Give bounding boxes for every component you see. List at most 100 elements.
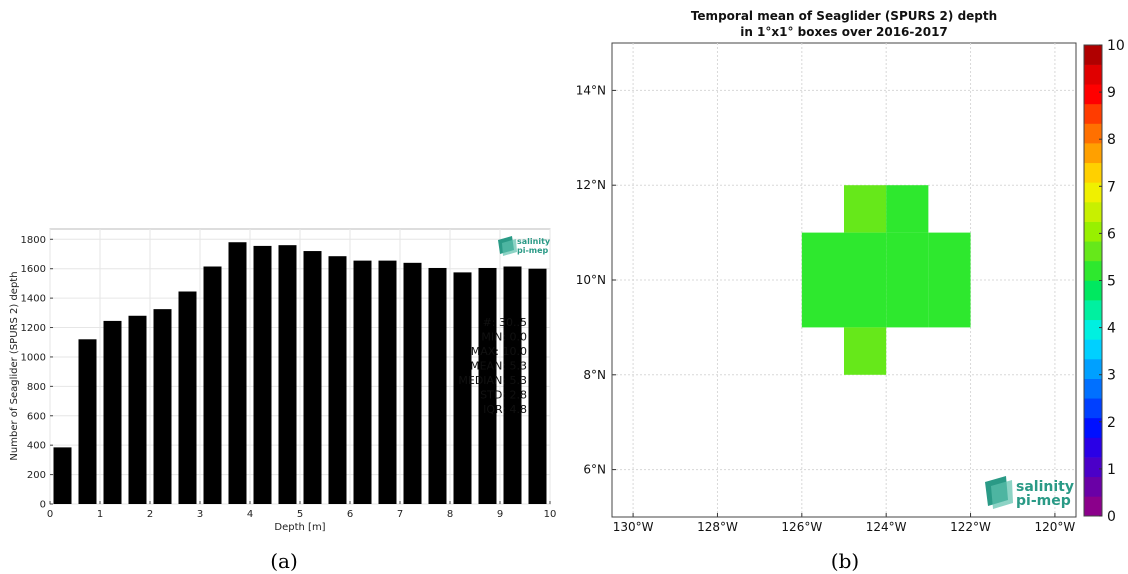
panel-b-colorbar-segment <box>1084 457 1102 478</box>
panel-a-bar <box>103 320 122 504</box>
panel-a-stats-line: IQR: 4.8 <box>483 403 527 416</box>
panel-b-cell <box>928 232 971 280</box>
panel-b-subtitle: in 1°x1° boxes over 2016-2017 <box>740 25 948 39</box>
panel-a-y-tick-label: 1000 <box>21 352 46 363</box>
panel-a-y-tick-label: 1200 <box>21 323 46 334</box>
caption-b: (b) <box>831 549 859 573</box>
panel-b-map: Temporal mean of Seaglider (SPURS 2) dep… <box>576 9 1125 534</box>
panel-a-x-tick-label: 0 <box>47 509 53 520</box>
panel-b-cells <box>801 185 971 375</box>
panel-b-colorbar-segment <box>1084 143 1102 164</box>
panel-b-colorbar-segment <box>1084 300 1102 321</box>
panel-a-y-tick-label: 1800 <box>21 235 46 246</box>
panel-b-colorbar-segment <box>1084 103 1102 124</box>
panel-b-logo-text-1: salinity <box>1016 479 1074 495</box>
panel-b-cell <box>886 232 929 280</box>
panel-b-title: Temporal mean of Seaglider (SPURS 2) dep… <box>691 9 997 23</box>
panel-a-logo: salinity pi-mep <box>498 236 551 256</box>
panel-b-x-tick-label: 120°W <box>1035 520 1076 534</box>
panel-b-cell <box>801 280 844 328</box>
panel-b-x-tick-label: 130°W <box>613 520 654 534</box>
panel-a-logo-text-1: salinity <box>517 237 551 246</box>
panel-b-colorbar <box>1083 44 1103 517</box>
panel-a-stats-line: MEDIAN: 5.3 <box>458 374 527 387</box>
panel-b-x-tick-label: 124°W <box>866 520 907 534</box>
panel-b-x-tick-label: 122°W <box>950 520 991 534</box>
panel-a-x-ticks: 0 1 2 3 4 5 6 7 8 9 10 <box>47 501 557 520</box>
panel-a-stats-line: MIN: 0.0 <box>481 331 527 344</box>
panel-b-cell <box>886 280 929 328</box>
panel-b-colorbar-segment <box>1084 241 1102 262</box>
panel-b-y-ticks: 6°N 8°N 10°N 12°N 14°N <box>576 83 616 477</box>
panel-b-logo: salinity pi-mep <box>985 476 1074 509</box>
panel-a-bar <box>428 267 447 504</box>
panel-a-y-tick-label: 1400 <box>21 294 46 305</box>
panel-b-colorbar-tick-label: 5 <box>1107 274 1116 290</box>
panel-b-x-ticks: 130°W 128°W 126°W 124°W 122°W 120°W <box>613 513 1076 534</box>
panel-b-colorbar-tick-label: 4 <box>1107 321 1116 337</box>
panel-a-logo-text-2: pi-mep <box>517 246 549 255</box>
panel-a-bar <box>278 245 297 505</box>
panel-b-colorbar-tick-label: 7 <box>1107 179 1116 195</box>
panel-b-colorbar-segment <box>1084 280 1102 301</box>
panel-a-bar <box>478 267 497 504</box>
panel-b-y-tick-label: 10°N <box>576 273 606 287</box>
panel-a-x-tick-label: 7 <box>397 509 403 520</box>
panel-b-colorbar-tick-label: 0 <box>1107 509 1116 525</box>
panel-a-bar <box>453 272 472 504</box>
panel-a-stats-line: MAX: 10.0 <box>471 345 527 358</box>
panel-b-cell <box>801 232 844 280</box>
panel-b-colorbar-segment <box>1084 45 1102 65</box>
panel-a-x-tick-label: 2 <box>147 509 153 520</box>
panel-a-bar <box>378 260 397 504</box>
panel-b-logo-text-2: pi-mep <box>1016 493 1071 509</box>
panel-b-colorbar-tick-label: 1 <box>1107 462 1116 478</box>
panel-a-bar <box>128 315 147 504</box>
panel-a-y-tick-label: 800 <box>27 382 46 393</box>
panel-a-stats-line: STD: 2.8 <box>480 389 527 402</box>
panel-b-colorbar-segment <box>1084 437 1102 458</box>
panel-b-y-tick-label: 14°N <box>576 83 606 97</box>
panel-a-bars <box>53 242 547 505</box>
panel-a-y-tick-label: 400 <box>27 441 46 452</box>
panel-b-cell <box>844 327 887 375</box>
panel-b-colorbar-segment <box>1084 339 1102 360</box>
panel-a-y-ticks: 0 200 400 600 800 1000 1200 1400 1600 1800 <box>21 235 53 511</box>
panel-b-colorbar-segment <box>1084 359 1102 379</box>
panel-a-bar <box>203 266 222 504</box>
panel-b-x-tick-label: 128°W <box>697 520 738 534</box>
panel-b-x-tick-label: 126°W <box>781 520 822 534</box>
panel-b-colorbar-tick-label: 3 <box>1107 368 1116 384</box>
panel-a-bar-chart: 0 1 2 3 4 5 6 7 8 9 10 0 200 400 600 800 1000 1200 1400 16… <box>9 228 557 533</box>
panel-b-colorbar-segment <box>1084 319 1102 340</box>
panel-a-logo-icon-shade <box>502 239 517 256</box>
panel-a-stats-line: MEAN: 5.3 <box>470 360 527 373</box>
panel-a-x-tick-label: 4 <box>247 509 253 520</box>
panel-b-cell <box>844 232 887 280</box>
panel-a-x-tick-label: 9 <box>497 509 503 520</box>
panel-b-colorbar-segment <box>1084 221 1102 242</box>
panel-b-colorbar-tick-label: 6 <box>1107 226 1116 242</box>
panel-b-colorbar-segment <box>1084 496 1102 517</box>
panel-b-colorbar-segment <box>1084 84 1102 105</box>
panel-a-y-tick-label: 1600 <box>21 264 46 275</box>
panel-a-y-tick-label: 0 <box>40 500 46 511</box>
panel-a-bar <box>528 268 547 504</box>
panel-a-bar <box>253 245 272 505</box>
panel-b-colorbar-segment <box>1084 417 1102 438</box>
panel-a-x-tick-label: 6 <box>347 509 353 520</box>
panel-b-colorbar-segment <box>1084 162 1102 183</box>
panel-b-colorbar-segment <box>1084 476 1102 497</box>
panel-a-bar <box>503 266 522 504</box>
panel-a-bar <box>328 256 347 504</box>
panel-b-colorbar-tick-label: 2 <box>1107 415 1116 431</box>
panel-a-bar <box>78 339 97 504</box>
panel-a-bar <box>153 309 172 504</box>
panel-a-x-tick-label: 10 <box>544 509 557 520</box>
panel-b-colorbar-segment <box>1084 202 1102 222</box>
panel-a-y-axis-label: Number of Seaglider (SPURS 2) depth <box>9 271 20 460</box>
panel-b-cell <box>844 280 887 328</box>
panel-a-bar <box>53 447 72 504</box>
